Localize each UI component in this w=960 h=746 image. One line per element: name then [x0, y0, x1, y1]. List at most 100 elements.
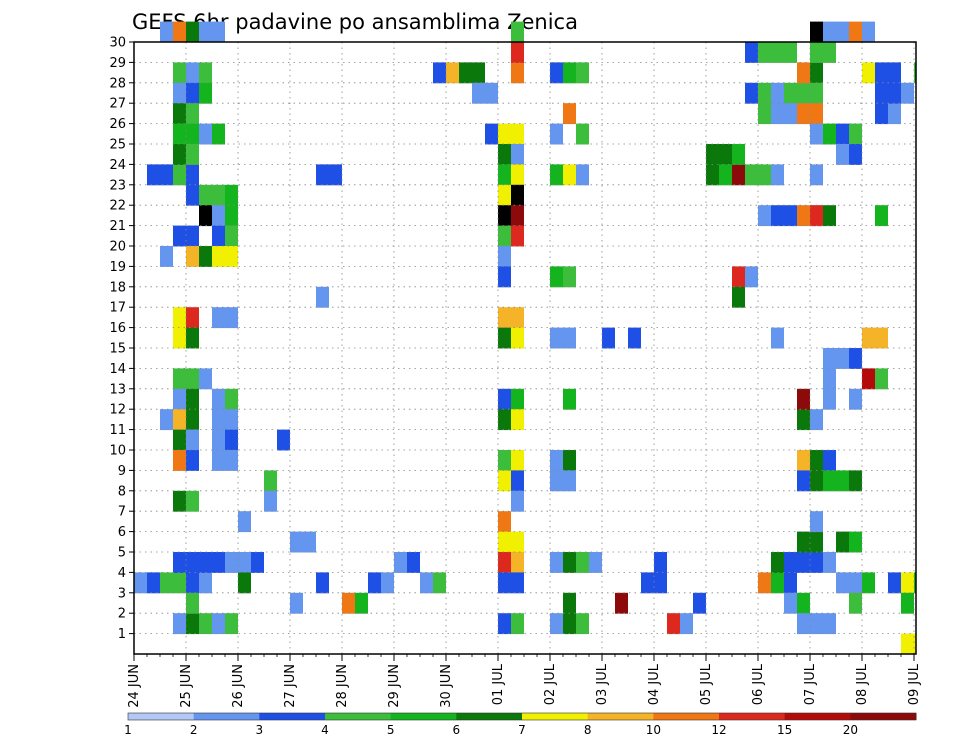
heatmap-cell	[238, 552, 251, 573]
heatmap-cell	[823, 613, 836, 635]
y-tick-label: 19	[109, 260, 126, 275]
heatmap-cell	[511, 613, 524, 635]
heatmap-cell	[797, 592, 810, 614]
heatmap-cell	[498, 470, 511, 492]
heatmap-cell	[823, 21, 836, 43]
heatmap-cell	[823, 368, 836, 390]
y-tick-label: 3	[118, 586, 126, 601]
heatmap-cell	[693, 592, 706, 614]
heatmap-cell	[173, 21, 186, 43]
heatmap-cell	[186, 613, 199, 635]
heatmap-cell	[511, 123, 524, 145]
colorbar-swatch	[193, 713, 260, 720]
heatmap-cell	[199, 552, 212, 573]
heatmap-cell	[550, 613, 563, 635]
heatmap-cell	[784, 205, 797, 227]
heatmap-cell	[186, 123, 199, 145]
heatmap-cell	[186, 225, 199, 247]
x-tick-label: 08 JUL	[855, 663, 870, 705]
heatmap-cell	[511, 450, 524, 471]
heatmap-cell	[199, 62, 212, 84]
heatmap-cell	[732, 286, 745, 308]
y-tick-label: 5	[118, 546, 126, 561]
heatmap-cell	[498, 572, 511, 594]
heatmap-cell	[563, 327, 576, 349]
heatmap-cell	[498, 409, 511, 431]
heatmap-cell	[173, 327, 186, 349]
heatmap-cell	[186, 450, 199, 471]
heatmap-cell	[784, 592, 797, 614]
heatmap-cell	[173, 429, 186, 451]
heatmap-cell	[173, 103, 186, 125]
heatmap-cell	[836, 348, 849, 369]
heatmap-cell	[550, 164, 563, 186]
heatmap-cell	[576, 62, 589, 84]
colorbar-label: 5	[387, 723, 395, 737]
colorbar-swatch	[719, 713, 786, 720]
y-tick-label: 30	[109, 36, 126, 51]
heatmap-cell	[563, 552, 576, 573]
heatmap-cell	[784, 82, 797, 104]
heatmap-cell	[849, 470, 862, 492]
y-tick-label: 16	[109, 321, 126, 336]
colorbar-label: 4	[321, 723, 329, 737]
heatmap-cell	[160, 246, 173, 267]
heatmap-cell	[498, 613, 511, 635]
colorbar-label: 1	[124, 723, 132, 737]
heatmap-cell	[810, 205, 823, 227]
colorbar-swatch	[128, 713, 195, 720]
y-tick-label: 23	[109, 178, 126, 193]
heatmap-cell	[355, 592, 368, 614]
heatmap-cell	[836, 531, 849, 553]
x-tick-label: 28 JUN	[335, 664, 350, 708]
heatmap-cell	[758, 103, 771, 125]
heatmap-cell	[589, 552, 602, 573]
heatmap-cell	[316, 286, 329, 308]
heatmap-cell	[511, 164, 524, 186]
heatmap-cell	[498, 266, 511, 288]
heatmap-cell	[498, 450, 511, 471]
heatmap-cell	[810, 552, 823, 573]
heatmap-cell	[797, 409, 810, 431]
x-tick-label: 05 JUL	[699, 663, 714, 705]
heatmap-cell	[862, 572, 875, 594]
heatmap-cell	[173, 613, 186, 635]
heatmap-cell	[225, 205, 238, 227]
heatmap-cell	[836, 470, 849, 492]
heatmap-cell	[225, 307, 238, 329]
heatmap-cell	[199, 82, 212, 104]
y-tick-label: 13	[109, 382, 126, 397]
heatmap-cell	[368, 572, 381, 594]
heatmap-cell	[433, 572, 446, 594]
heatmap-cell	[212, 123, 225, 145]
heatmap-cell	[810, 62, 823, 84]
heatmap-cell	[706, 144, 719, 165]
heatmap-cell	[914, 572, 916, 594]
heatmap-cell	[823, 450, 836, 471]
heatmap-cell	[316, 572, 329, 594]
heatmap-cell	[836, 123, 849, 145]
heatmap-cell	[771, 327, 784, 349]
heatmap-cell	[173, 490, 186, 512]
heatmap-cell	[407, 552, 420, 573]
x-tick-label: 25 JUN	[179, 664, 194, 708]
heatmap-cell	[186, 490, 199, 512]
heatmap-cell	[511, 62, 524, 84]
heatmap-cell	[602, 327, 615, 349]
heatmap-cell	[173, 225, 186, 247]
x-tick-label: 27 JUN	[283, 664, 298, 708]
colorbar-swatch	[522, 713, 589, 720]
heatmap-cell	[745, 82, 758, 104]
heatmap-cell	[186, 409, 199, 431]
grid-layer	[134, 42, 916, 654]
heatmap-cell	[212, 21, 225, 43]
heatmap-cell	[888, 62, 901, 84]
heatmap-cell	[173, 164, 186, 186]
heatmap-cell	[875, 327, 888, 349]
y-tick-label: 6	[118, 525, 126, 540]
heatmap-cell	[212, 613, 225, 635]
heatmap-cell	[173, 409, 186, 431]
heatmap-cell	[186, 429, 199, 451]
x-tick-label: 06 JUL	[751, 663, 766, 705]
y-tick-label: 18	[109, 280, 126, 295]
